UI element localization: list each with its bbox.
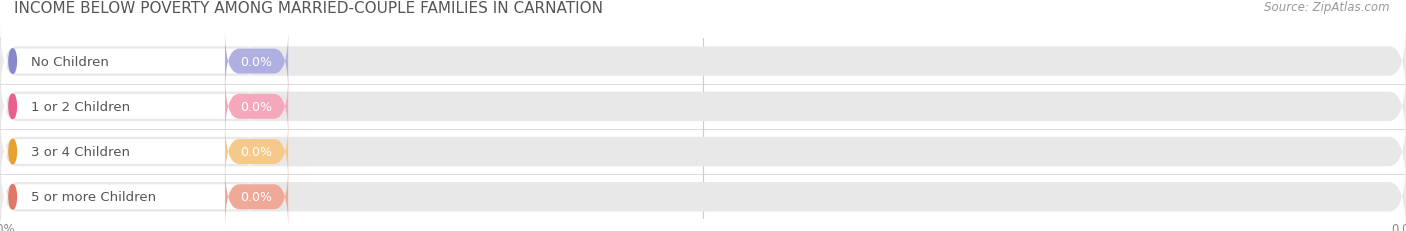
FancyBboxPatch shape xyxy=(4,29,250,94)
Text: Source: ZipAtlas.com: Source: ZipAtlas.com xyxy=(1264,1,1389,14)
Circle shape xyxy=(8,185,17,209)
Text: 3 or 4 Children: 3 or 4 Children xyxy=(31,145,129,158)
Text: 0.0%: 0.0% xyxy=(240,100,273,113)
FancyBboxPatch shape xyxy=(4,119,250,185)
Text: 1 or 2 Children: 1 or 2 Children xyxy=(31,100,131,113)
FancyBboxPatch shape xyxy=(225,74,288,140)
FancyBboxPatch shape xyxy=(0,67,1406,146)
FancyBboxPatch shape xyxy=(0,112,1406,191)
Circle shape xyxy=(8,140,17,164)
Text: 0.0%: 0.0% xyxy=(240,55,273,68)
FancyBboxPatch shape xyxy=(0,158,1406,231)
FancyBboxPatch shape xyxy=(225,164,288,230)
FancyBboxPatch shape xyxy=(0,22,1406,101)
Text: 5 or more Children: 5 or more Children xyxy=(31,190,156,204)
FancyBboxPatch shape xyxy=(4,74,250,140)
Text: INCOME BELOW POVERTY AMONG MARRIED-COUPLE FAMILIES IN CARNATION: INCOME BELOW POVERTY AMONG MARRIED-COUPL… xyxy=(14,1,603,16)
FancyBboxPatch shape xyxy=(225,119,288,185)
FancyBboxPatch shape xyxy=(4,164,250,230)
FancyBboxPatch shape xyxy=(225,29,288,94)
Circle shape xyxy=(8,50,17,74)
Text: 0.0%: 0.0% xyxy=(240,190,273,204)
Text: 0.0%: 0.0% xyxy=(240,145,273,158)
Circle shape xyxy=(8,95,17,119)
Text: No Children: No Children xyxy=(31,55,108,68)
